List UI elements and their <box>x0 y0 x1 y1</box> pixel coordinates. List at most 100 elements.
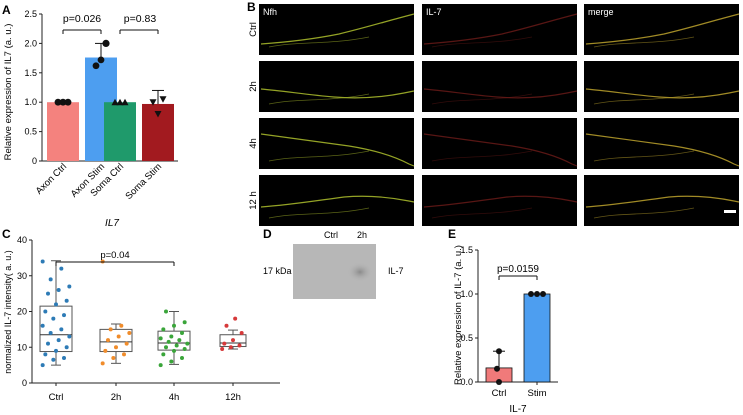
panel-a-ytick-label: 2.5 <box>24 9 37 19</box>
panel-c-point <box>172 323 176 328</box>
panel-e-xtitle: IL-7 <box>509 404 527 415</box>
panel-a-pvalue-2: p=0.83 <box>124 13 157 25</box>
lane-label-2h: 2h <box>357 230 367 240</box>
western-band <box>347 262 373 282</box>
panel-e-bar-2 <box>523 293 551 383</box>
panel-e-point <box>534 291 540 297</box>
neurite-fibre <box>593 36 695 48</box>
panel-c-pvalue: p=0.04 <box>100 250 129 261</box>
neurite-fibre <box>260 133 415 167</box>
panel-e-category-label: Ctrl <box>492 388 507 399</box>
scale-bar <box>724 210 736 213</box>
neurite-fibre <box>593 93 695 105</box>
panel-c-point <box>64 345 69 350</box>
panel-c-point <box>127 330 132 335</box>
micrograph-tile <box>584 175 739 226</box>
panel-c-box-2 <box>99 328 133 353</box>
micrograph-tile <box>584 4 739 55</box>
panel-e-ytick-label: 0.5 <box>460 333 473 343</box>
micrograph-tile <box>259 118 414 169</box>
panel-c-category-label: Ctrl <box>49 392 64 403</box>
panel-b: B Ctrl 2h 4h 12 h Nfh IL-7 merge <box>247 0 740 226</box>
panel-e: E Relative expression of IL-7 (a. u.) 0.… <box>448 227 558 415</box>
panel-c-point <box>158 336 163 341</box>
neurite-fibre <box>585 88 740 99</box>
panel-b-row-label: 2h <box>248 81 259 92</box>
panel-a-point <box>92 62 100 70</box>
neurite-fibre <box>431 36 533 48</box>
panel-c-point <box>62 313 66 318</box>
panel-b-column-label: Nfh <box>263 7 277 17</box>
neurite-fibre <box>423 88 578 99</box>
panel-a-point <box>64 98 72 106</box>
panel-c-ylabel: normalized IL-7 intensity( a. u.) <box>3 250 13 374</box>
neurite-fibre <box>423 133 578 167</box>
panel-c-point <box>116 334 121 339</box>
panel-c-sig: p=0.04 <box>55 250 175 266</box>
panel-c-point <box>164 309 168 314</box>
panel-c-point <box>62 355 66 360</box>
neurite-fibre <box>268 93 370 105</box>
panel-e-ytick-label: 0.0 <box>460 377 473 387</box>
panel-c-point <box>46 341 50 346</box>
panel-c-point <box>59 327 64 332</box>
panel-c-point <box>43 352 48 357</box>
panel-c-point <box>48 277 53 282</box>
panel-a-sig-1: p=0.026 <box>62 13 102 34</box>
panel-a: A Relative expression of IL7 (a. u.) 0 0.… <box>2 3 178 229</box>
panel-c-point <box>220 347 225 352</box>
panel-c-point <box>59 266 64 271</box>
neurite-fibre <box>260 88 415 99</box>
panel-c-ytick-label: 30 <box>17 271 27 281</box>
panel-c-point <box>239 330 244 335</box>
panel-a-bar-1 <box>47 102 79 161</box>
panel-b-column-label: IL-7 <box>426 7 442 17</box>
panel-c-point <box>103 348 108 353</box>
panel-c-point <box>177 338 182 343</box>
panel-a-xtitle: IL7 <box>105 218 119 229</box>
band-label: IL-7 <box>388 266 404 276</box>
panel-c-point <box>54 348 58 353</box>
panel-a-point <box>159 96 167 103</box>
panel-c-ytick-label: 40 <box>17 235 27 245</box>
panel-a-ytick-label: 1.0 <box>24 97 37 107</box>
molecular-weight-label: 17 kDa <box>263 266 292 276</box>
neurite-fibre <box>268 207 370 219</box>
panel-c-point <box>119 323 124 328</box>
panel-a-point <box>121 98 129 106</box>
panel-a-sig-2: p=0.83 <box>119 13 159 34</box>
panel-a-point <box>102 39 110 48</box>
neurite-fibre <box>268 36 370 48</box>
panel-a-point <box>116 98 124 106</box>
panel-e-point <box>540 291 546 297</box>
panel-c-point <box>161 327 166 332</box>
panel-e-ytick-label: 1.5 <box>460 245 473 255</box>
neurite-fibre <box>260 195 415 208</box>
micrograph-tile <box>259 175 414 226</box>
panel-e-point <box>494 365 500 372</box>
neurite-fibre <box>260 13 415 45</box>
panel-a-category-label: Axon Ctrl <box>34 161 69 196</box>
panel-c-point <box>182 320 187 325</box>
panel-c-point <box>233 316 238 321</box>
panel-c-point <box>174 343 179 348</box>
panel-a-ytick-label: 1.5 <box>24 68 37 78</box>
panel-a-letter: A <box>2 3 11 17</box>
panel-c-point <box>237 343 242 348</box>
panel-c-point <box>166 339 171 344</box>
panel-c-point <box>180 355 184 360</box>
panel-c: C normalized IL-7 intensity( a. u.) 0 10 2… <box>2 227 280 403</box>
panel-b-column-label: merge <box>588 7 614 17</box>
panel-c-point <box>40 363 45 368</box>
panel-c-category-label: 12h <box>225 392 241 403</box>
panel-c-point <box>100 361 105 366</box>
panel-c-point <box>124 341 129 346</box>
panel-a-point <box>149 99 157 106</box>
panel-c-ytick-label: 10 <box>17 342 27 352</box>
panel-c-point <box>40 259 45 264</box>
panel-b-row-label: 4h <box>248 138 259 149</box>
panel-c-point <box>48 330 53 335</box>
panel-c-point <box>161 352 166 357</box>
neurite-fibre <box>423 13 578 45</box>
panel-b-letter: B <box>247 0 256 14</box>
